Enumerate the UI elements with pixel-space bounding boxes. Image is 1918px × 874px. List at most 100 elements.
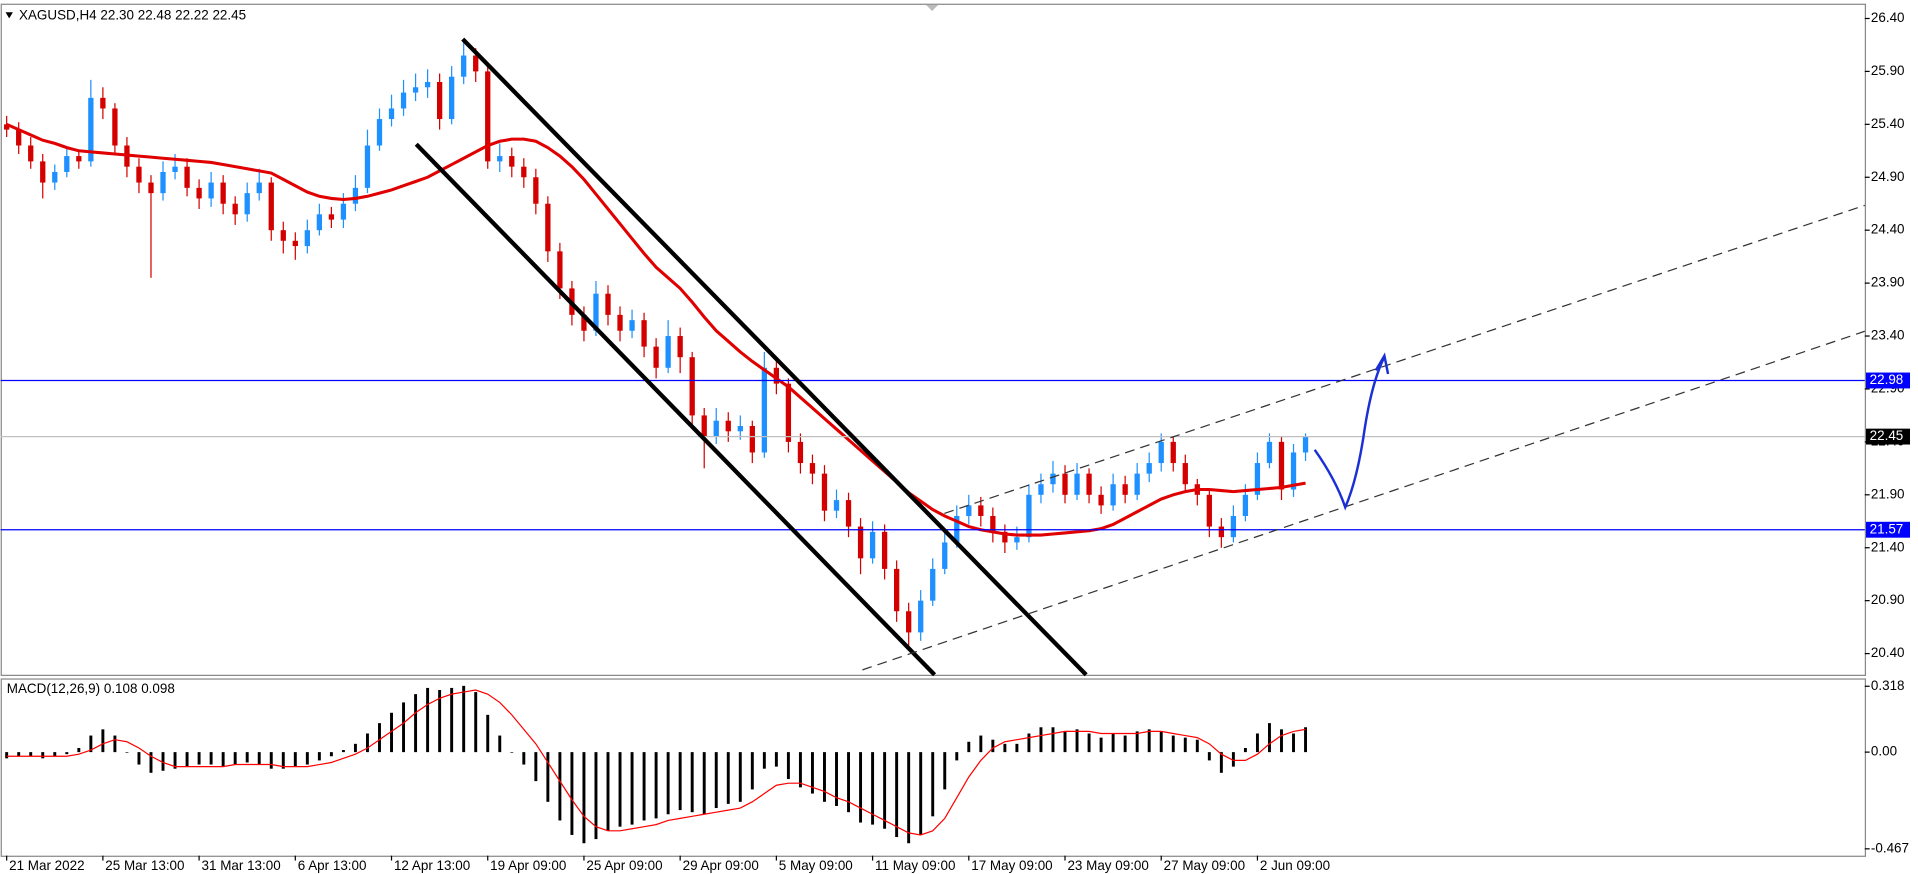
macd-bar	[714, 752, 718, 809]
candle-body	[208, 182, 214, 199]
macd-bar	[353, 743, 357, 753]
macd-bar	[341, 750, 345, 753]
candle-body	[1134, 473, 1140, 495]
candle-body	[352, 187, 359, 204]
candle-body	[918, 600, 924, 633]
macd-bar	[1051, 727, 1055, 753]
level-label: 22.98	[1870, 372, 1904, 387]
x-tick-label: 5 May 09:00	[779, 858, 853, 873]
macd-bar	[1003, 743, 1007, 753]
macd-bar	[654, 752, 658, 819]
macd-bar	[1183, 737, 1187, 753]
y-tick-label: 21.40	[1871, 539, 1905, 554]
candle-body	[617, 314, 623, 331]
candle-body	[641, 320, 647, 347]
candle-body	[304, 230, 310, 247]
candle-body	[76, 156, 82, 162]
candle-body	[340, 203, 347, 220]
y-tick-label: 26.40	[1871, 10, 1905, 25]
macd-bar	[1243, 747, 1247, 753]
candle-body	[785, 383, 792, 442]
macd-bar	[847, 752, 850, 813]
macd-bar	[510, 752, 514, 753]
macd-bar	[798, 752, 802, 788]
macd-bar	[161, 752, 165, 771]
macd-bar	[89, 735, 93, 753]
menu-triangle	[5, 12, 13, 19]
macd-bar	[1231, 752, 1235, 767]
candle-body	[593, 293, 599, 331]
macd-bar	[17, 752, 21, 757]
macd-bar	[1063, 731, 1067, 753]
x-tick-label: 11 May 09:00	[875, 858, 955, 873]
macd-bar	[991, 739, 995, 753]
candle-body	[1242, 494, 1249, 516]
candle-body	[677, 336, 683, 358]
macd-bar	[642, 752, 646, 821]
candle-body	[713, 420, 719, 437]
candle-body	[412, 87, 419, 93]
candle-body	[1086, 473, 1092, 495]
candle-body	[581, 314, 587, 331]
macd-bar	[29, 752, 33, 757]
macd-bar	[378, 723, 381, 753]
macd-bar	[185, 752, 189, 767]
macd-bar	[5, 752, 9, 759]
candle-body	[424, 81, 431, 88]
macd-bar	[233, 752, 237, 765]
macd-panel-border	[0, 678, 1867, 857]
candle-body	[1014, 537, 1020, 543]
macd-bar	[1147, 729, 1151, 753]
projection-arrow	[1313, 356, 1386, 511]
macd-bar	[702, 752, 706, 815]
x-tick-label: 6 Apr 13:00	[298, 858, 367, 873]
x-tick-label: 17 May 09:00	[971, 858, 1052, 873]
candle-body	[232, 203, 238, 215]
candle-body	[509, 156, 515, 167]
x-tick-label: 25 Apr 09:00	[586, 858, 662, 873]
macd-bar	[618, 752, 622, 827]
y-tick-label: 20.90	[1871, 592, 1905, 607]
candle-body	[1074, 473, 1080, 495]
candle-body	[244, 193, 250, 215]
macd-bar	[1015, 743, 1019, 753]
drawings	[414, 37, 1865, 677]
macd-bar	[450, 687, 454, 753]
macd-bar	[967, 741, 971, 753]
candle-body	[400, 92, 407, 109]
candle-body	[545, 203, 551, 252]
candle-body	[100, 97, 106, 109]
macd-bar	[606, 752, 610, 831]
candle-body	[857, 526, 864, 559]
candle-body	[893, 568, 900, 612]
candle-body	[1122, 484, 1128, 495]
x-tick-label: 29 Apr 09:00	[683, 858, 759, 873]
macd-bar	[823, 752, 826, 802]
candle-body	[629, 320, 635, 331]
candle-body	[1302, 436, 1309, 453]
candle-body	[88, 97, 94, 162]
x-tick-label: 21 Mar 2022	[9, 858, 84, 873]
candle-body	[809, 463, 816, 474]
macd-bar	[245, 752, 249, 763]
candle-body	[1218, 526, 1225, 538]
macd-bar	[666, 752, 670, 815]
macd-bar	[738, 752, 742, 802]
candle-body	[220, 182, 226, 204]
macd-bar	[281, 752, 285, 769]
macd-bar	[762, 752, 766, 769]
macd-bar	[546, 752, 550, 802]
x-tick-label: 2 Jun 09:00	[1260, 858, 1330, 873]
macd-title: MACD(12,26,9) 0.108 0.098	[7, 681, 175, 696]
macd-bar	[895, 752, 899, 838]
candle-body	[533, 177, 539, 204]
macd-bar	[366, 733, 369, 753]
candle-body	[737, 426, 743, 432]
macd-bar	[438, 689, 442, 753]
arrow-head	[1374, 352, 1390, 375]
plot	[0, 39, 1865, 844]
macd-bar	[101, 729, 105, 753]
candle-body	[1026, 494, 1032, 538]
macd-bar	[462, 685, 466, 753]
